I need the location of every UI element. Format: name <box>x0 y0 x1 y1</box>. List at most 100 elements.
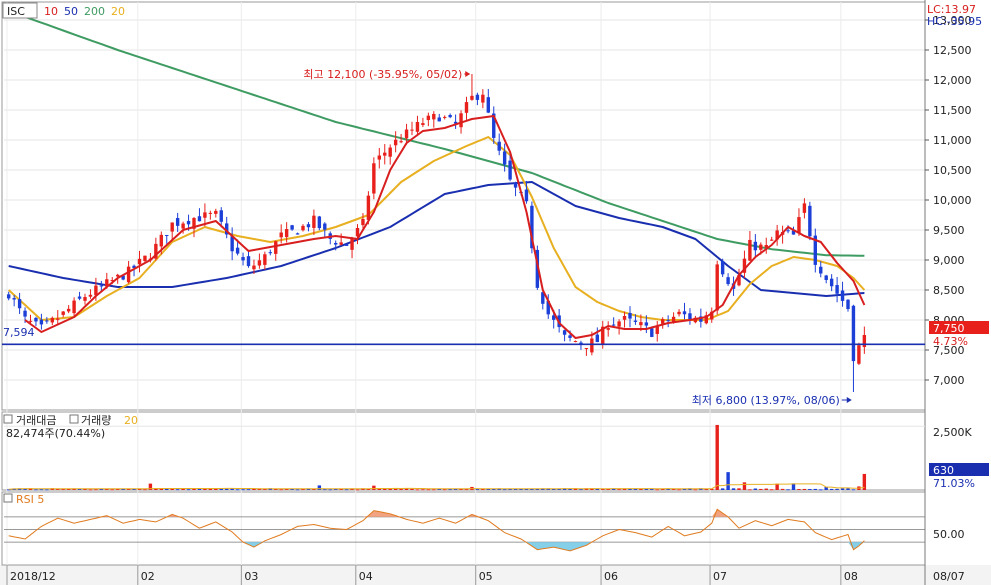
date-tick-label: 02 <box>141 570 155 583</box>
volume-bar <box>552 488 556 490</box>
candle-body <box>12 298 16 300</box>
candle-body <box>170 222 174 232</box>
candle-body <box>710 311 714 320</box>
symbol-box[interactable] <box>2 2 38 19</box>
volume-bar <box>628 488 632 490</box>
rsi-checkbox[interactable] <box>3 493 13 503</box>
volume-checkbox[interactable] <box>3 414 13 424</box>
volume-bar <box>383 488 387 490</box>
volume-bar <box>737 488 741 490</box>
volume-bar <box>720 488 725 490</box>
date-tick-label: 08 <box>844 570 858 583</box>
candle-body <box>372 163 376 194</box>
volume-bar <box>192 488 196 490</box>
candle-body <box>159 234 163 247</box>
volume-bar <box>295 489 300 491</box>
candle-body <box>83 297 87 301</box>
volume-ma-line <box>8 483 865 490</box>
price-tick-label: 12,000 <box>933 74 972 87</box>
volume-bar <box>786 489 790 491</box>
volume-bar <box>508 489 512 491</box>
volume-bars <box>7 424 867 491</box>
candle-body <box>595 334 599 343</box>
candle-body <box>306 224 311 228</box>
candle-body <box>720 261 725 275</box>
volume-bar <box>355 489 360 491</box>
candle-body <box>628 312 632 319</box>
ma-200-layer <box>8 10 865 257</box>
date-axis-background <box>0 565 991 585</box>
date-axis: 2018/12 02 03 04 05 06 07 08 <box>6 565 858 585</box>
candle-body <box>464 102 469 113</box>
rsi-layer <box>8 508 865 552</box>
candle-body <box>99 285 104 287</box>
candle-body <box>699 316 703 322</box>
volume-bar <box>219 488 223 490</box>
candle-body <box>290 225 294 230</box>
volume-bar <box>453 488 458 490</box>
candle-body <box>197 216 202 222</box>
candle-body <box>208 212 213 214</box>
candle-body <box>633 320 638 322</box>
candle-body <box>126 266 131 283</box>
volume-bar <box>797 489 801 491</box>
candle-body <box>323 223 327 230</box>
candle-body <box>246 256 251 267</box>
volume-bar <box>23 488 27 490</box>
volume-bar <box>334 488 338 490</box>
annotations: 최고 12,100 (-35.95%, 05/02) 최저 6,800 (13.9… <box>303 68 852 407</box>
volume-bar <box>137 488 142 490</box>
volume-bar <box>644 488 649 490</box>
volume-bar <box>197 488 202 490</box>
volume-bar <box>279 489 283 491</box>
volume-bar <box>404 488 409 490</box>
candle-body <box>813 235 817 265</box>
volume-bar <box>590 488 594 490</box>
volume-bar <box>241 489 245 491</box>
candle-body <box>573 341 578 343</box>
date-tick-label: 06 <box>604 570 618 583</box>
candle-body <box>497 141 501 151</box>
volume-qty-checkbox[interactable] <box>69 414 79 424</box>
candle-body <box>742 258 747 273</box>
candle-body <box>39 319 44 325</box>
candle-body <box>110 280 114 282</box>
low-annotation-arrowhead <box>846 397 852 403</box>
price-tick-label: 7,000 <box>933 374 965 387</box>
volume-bar <box>437 488 441 490</box>
volume-bar <box>666 488 670 490</box>
volume-bar <box>524 488 529 490</box>
volume-bar <box>312 488 316 490</box>
ma-50-layer <box>8 181 865 297</box>
volume-bar <box>502 489 507 491</box>
candle-body <box>857 345 861 364</box>
volume-ma-label: 20 <box>124 414 138 427</box>
volume-bar <box>573 488 578 490</box>
candle-body <box>88 294 93 297</box>
volume-bar <box>682 488 687 490</box>
legend-ma-20: 20 <box>111 5 125 18</box>
volume-bar <box>225 488 229 490</box>
date-tick-label: 07 <box>713 570 727 583</box>
volume-bar <box>165 488 169 490</box>
volume-bar <box>214 488 218 490</box>
last-change-label: 4.73% <box>933 335 968 348</box>
candle-body <box>840 290 845 301</box>
volume-bar <box>639 488 643 490</box>
volume-bar <box>601 488 605 490</box>
volume-bar <box>410 488 414 490</box>
candle-body <box>502 151 507 165</box>
volume-bar <box>606 488 610 490</box>
volume-last-box <box>929 463 989 476</box>
candle-body <box>786 230 790 232</box>
rsi-label: RSI 5 <box>16 493 44 506</box>
candle-body <box>437 117 441 122</box>
high-annotation-text: 최고 12,100 (-35.95%, 05/02) <box>303 68 462 81</box>
volume-bar <box>677 489 681 491</box>
candle-body <box>388 147 392 157</box>
candle-body <box>552 315 556 320</box>
candle-body <box>644 322 649 326</box>
volume-bar <box>339 488 343 490</box>
volume-bar <box>862 473 867 490</box>
